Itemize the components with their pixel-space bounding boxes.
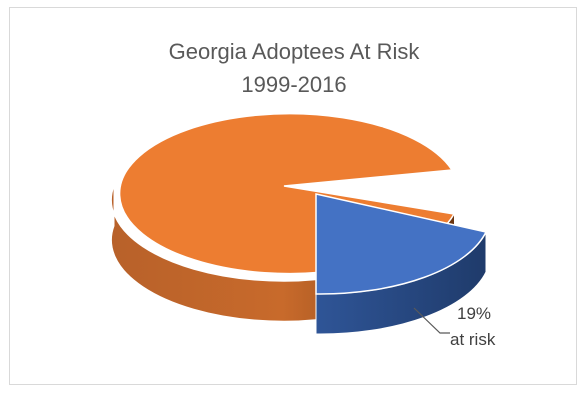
pie-slice-at-risk [315,193,488,335]
chart-subtitle: 1999-2016 [241,72,347,97]
chart-frame: Georgia Adoptees At Risk 1999-2016 [9,7,577,385]
chart-title: Georgia Adoptees At Risk [168,39,420,64]
at-risk-slice-top [315,193,488,295]
data-label-percent: 19% [457,304,491,323]
data-label-leader-line [413,307,450,334]
pie-chart: 19% at risk [110,112,496,349]
data-label-text: at risk [450,330,496,349]
